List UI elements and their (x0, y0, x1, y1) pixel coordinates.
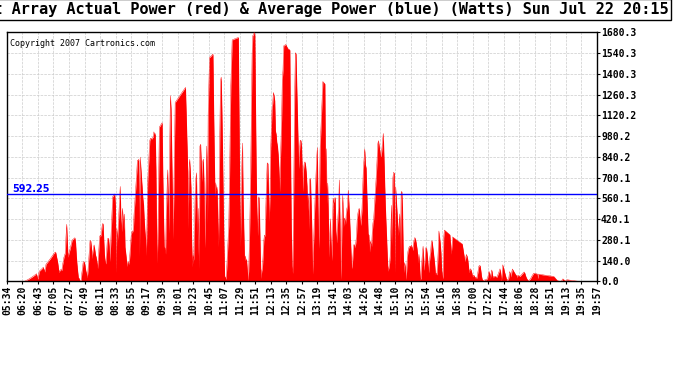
Text: 592.25: 592.25 (12, 183, 50, 194)
Text: Copyright 2007 Cartronics.com: Copyright 2007 Cartronics.com (10, 39, 155, 48)
Text: East Array Actual Power (red) & Average Power (blue) (Watts) Sun Jul 22 20:15: East Array Actual Power (red) & Average … (0, 2, 669, 17)
